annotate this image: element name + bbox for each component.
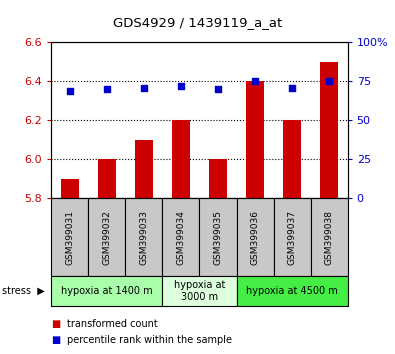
Point <box>104 86 110 92</box>
Text: ■: ■ <box>51 335 60 345</box>
Text: GSM399035: GSM399035 <box>213 210 222 265</box>
Text: ■: ■ <box>51 319 60 329</box>
Bar <box>274 198 310 276</box>
Bar <box>237 198 274 276</box>
Text: GDS4929 / 1439119_a_at: GDS4929 / 1439119_a_at <box>113 16 282 29</box>
Point <box>141 85 147 91</box>
Bar <box>98 159 116 198</box>
Point <box>289 85 295 91</box>
Bar <box>60 179 79 198</box>
Text: percentile rank within the sample: percentile rank within the sample <box>67 335 232 345</box>
Text: GSM399038: GSM399038 <box>325 210 334 265</box>
Text: GSM399032: GSM399032 <box>102 210 111 265</box>
Text: hypoxia at 4500 m: hypoxia at 4500 m <box>246 286 338 296</box>
Bar <box>209 159 227 198</box>
Text: hypoxia at 1400 m: hypoxia at 1400 m <box>61 286 153 296</box>
Text: GSM399033: GSM399033 <box>139 210 149 265</box>
Bar <box>135 140 153 198</box>
Bar <box>246 81 264 198</box>
Point <box>252 79 258 84</box>
Text: hypoxia at
3000 m: hypoxia at 3000 m <box>174 280 225 302</box>
Bar <box>51 276 162 306</box>
Bar <box>199 198 237 276</box>
Point <box>178 83 184 89</box>
Text: GSM399037: GSM399037 <box>288 210 297 265</box>
Bar <box>162 276 237 306</box>
Point <box>67 88 73 93</box>
Bar <box>162 198 199 276</box>
Bar <box>88 198 126 276</box>
Point <box>215 86 221 92</box>
Text: stress  ▶: stress ▶ <box>2 286 45 296</box>
Bar <box>310 198 348 276</box>
Text: GSM399034: GSM399034 <box>177 210 186 265</box>
Point <box>326 79 332 84</box>
Bar <box>283 120 301 198</box>
Bar <box>320 62 339 198</box>
Bar <box>237 276 348 306</box>
Text: transformed count: transformed count <box>67 319 158 329</box>
Text: GSM399036: GSM399036 <box>250 210 260 265</box>
Bar <box>172 120 190 198</box>
Text: GSM399031: GSM399031 <box>65 210 74 265</box>
Bar <box>51 198 88 276</box>
Bar <box>126 198 162 276</box>
